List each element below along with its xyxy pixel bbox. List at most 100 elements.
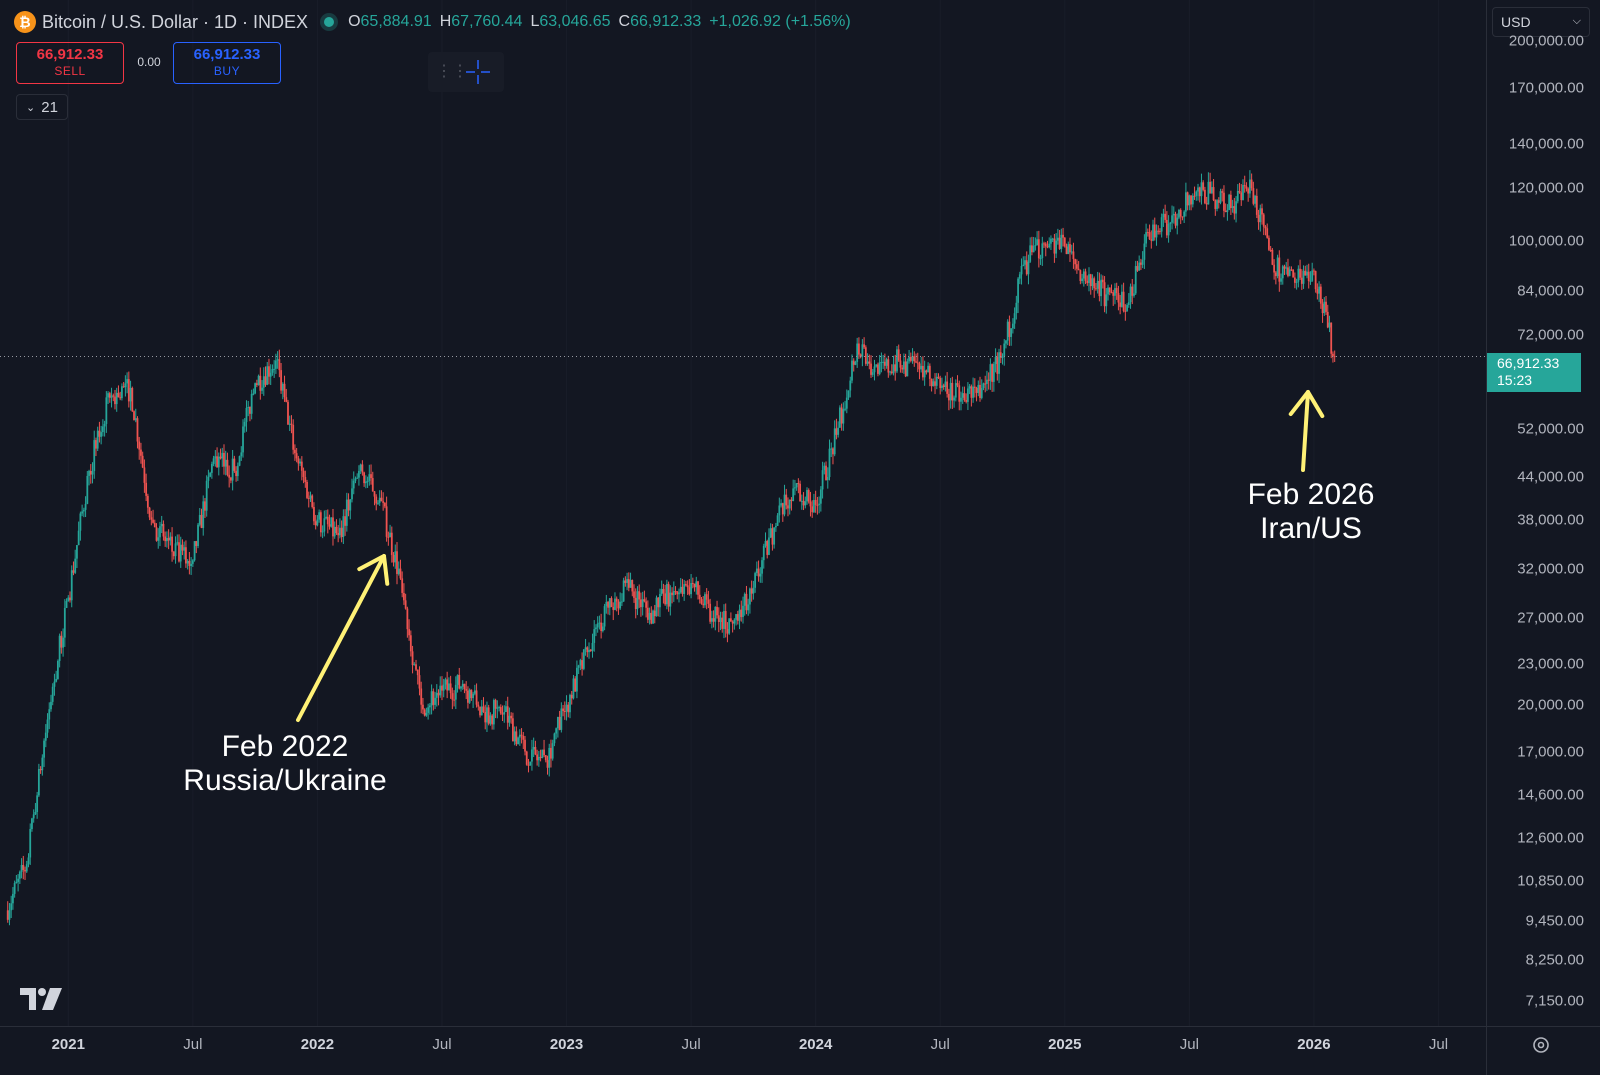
candle-up (70, 570, 73, 601)
candle-down (131, 387, 134, 412)
candle-up (508, 715, 511, 723)
candle-up (473, 690, 476, 694)
candle-up (93, 440, 96, 471)
candle-down (1044, 243, 1047, 247)
candle-up (896, 349, 898, 372)
symbol-title[interactable]: Bitcoin / U.S. Dollar · 1D · INDEX (42, 11, 309, 32)
candle-up (1020, 265, 1023, 275)
candle-up (1295, 281, 1298, 283)
price-tick-label: 17,000.00 (1517, 743, 1584, 761)
candle-down (1224, 210, 1227, 213)
candle-down (883, 361, 886, 366)
sell-button[interactable]: 66,912.33 SELL (16, 42, 124, 84)
candle-down (494, 700, 497, 709)
candle-up (532, 746, 535, 750)
candle-up (1288, 269, 1291, 276)
buy-button[interactable]: 66,912.33 BUY (173, 42, 281, 84)
candle-down (1095, 288, 1097, 290)
floating-toolbar[interactable]: ⋮⋮ (428, 52, 504, 92)
candle-down (152, 519, 154, 523)
candle-down (947, 393, 950, 401)
candle-down (858, 343, 860, 355)
candle-down (527, 764, 530, 766)
candle-up (980, 387, 983, 398)
candle-down (117, 392, 120, 398)
candle-up (906, 361, 909, 377)
candle-down (570, 694, 573, 699)
candle-down (446, 679, 449, 691)
candle-up (96, 430, 99, 449)
candle-down (1198, 187, 1201, 197)
candle-up (242, 426, 244, 453)
candle-down (863, 344, 866, 348)
crosshair-icon[interactable] (464, 58, 492, 86)
candle-up (764, 541, 767, 546)
candle-up (992, 363, 995, 382)
candle-down (1062, 234, 1064, 238)
candle-up (377, 502, 379, 504)
candle-down (524, 739, 526, 752)
candle-up (1070, 251, 1073, 253)
candle-down (615, 598, 618, 602)
candle-down (1319, 286, 1322, 304)
price-tick-label: 14,600.00 (1517, 786, 1584, 804)
candle-up (878, 362, 881, 374)
candle-up (1134, 266, 1137, 294)
candle-up (214, 456, 217, 459)
bitcoin-icon[interactable]: ₿ (14, 11, 36, 33)
candle-up (601, 626, 604, 632)
candle-up (941, 385, 943, 388)
candle-up (1259, 208, 1262, 223)
candle-down (295, 453, 298, 459)
candle-down (22, 864, 25, 870)
candle-down (1283, 266, 1286, 269)
candle-up (1120, 291, 1123, 307)
price-axis[interactable] (1486, 0, 1600, 1026)
candle-down (89, 470, 92, 475)
price-tick-label: 120,000.00 (1508, 179, 1584, 197)
candle-up (12, 893, 14, 904)
candle-down (1326, 311, 1329, 328)
candle-down (1252, 188, 1255, 204)
candle-up (1050, 238, 1052, 244)
candle-down (297, 458, 300, 464)
candle-up (548, 747, 551, 768)
candle-up (1133, 293, 1135, 296)
candle-up (1105, 294, 1108, 307)
drag-handle-icon[interactable]: ⋮⋮ (436, 63, 468, 80)
indicators-toggle[interactable]: ⌄ 21 (16, 94, 68, 120)
gear-icon[interactable] (1530, 1034, 1552, 1056)
candle-up (994, 357, 997, 364)
candle-up (193, 541, 196, 561)
candle-down (859, 354, 862, 357)
market-status-dot[interactable] (324, 17, 335, 27)
candle-down (612, 606, 615, 610)
tradingview-logo[interactable] (20, 988, 62, 1010)
candle-up (949, 382, 952, 401)
candle-down (1193, 195, 1196, 197)
candle-down (877, 364, 879, 374)
chart-pane[interactable] (0, 0, 1486, 1026)
currency-select[interactable]: USD ⌵ (1492, 7, 1590, 37)
time-axis[interactable] (0, 1026, 1486, 1075)
candle-up (710, 618, 713, 622)
candle-down (868, 361, 871, 364)
candle-down (1214, 200, 1217, 209)
arrow-russia-ukraine (296, 554, 390, 722)
candle-up (34, 812, 37, 815)
candle-down (112, 395, 115, 397)
candle-down (1300, 277, 1303, 284)
candle-down (643, 599, 646, 602)
candle-down (617, 601, 620, 609)
candle-up (25, 864, 28, 872)
candle-down (987, 379, 990, 381)
candle-up (844, 408, 846, 410)
low-label: L (530, 13, 540, 30)
candle-up (1017, 278, 1019, 303)
candle-down (140, 449, 142, 456)
candle-up (889, 371, 891, 373)
candle-up (826, 477, 829, 480)
candle-up (795, 483, 798, 488)
candle-up (50, 701, 52, 710)
candle-up (1013, 313, 1016, 324)
